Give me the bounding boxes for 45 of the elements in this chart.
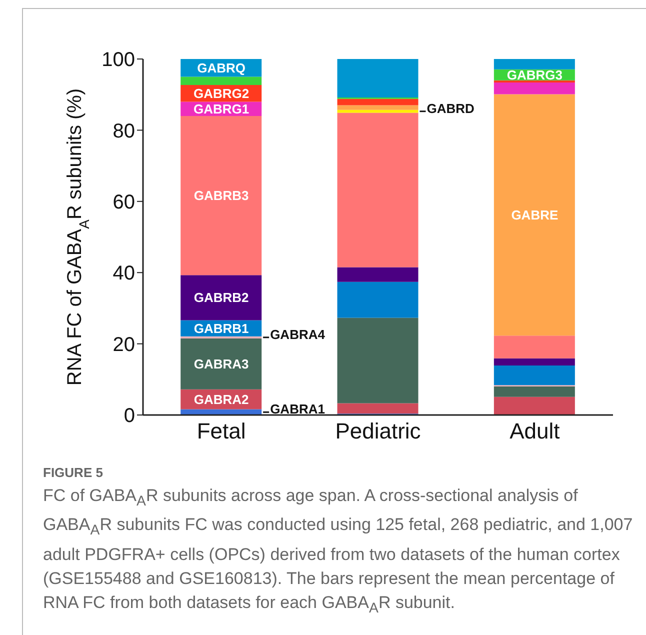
y-tick-label: 60: [112, 192, 135, 214]
bar: [337, 282, 418, 318]
bar: [494, 336, 575, 358]
bar: [494, 82, 575, 94]
series-label: GABRB3: [194, 188, 249, 204]
bar: [180, 76, 262, 85]
caption: FIGURE 5: [43, 465, 104, 480]
y-tick-label: 20: [112, 334, 135, 356]
series-label: GABRA1: [270, 402, 325, 417]
y-tick-label: 40: [112, 262, 135, 285]
bar: [337, 59, 418, 98]
series-label: GABRG3: [506, 67, 562, 82]
series-label: GABRA3: [194, 356, 249, 372]
x-tick-label: Pediatric: [335, 418, 421, 444]
series-label: GABRA2: [194, 392, 249, 407]
series-label: GABRG2: [194, 86, 250, 101]
bar: [494, 386, 575, 397]
y-tick-label: 0: [124, 405, 135, 428]
x-tick-label: Adult: [510, 418, 560, 444]
bar: [180, 275, 262, 320]
bar: [494, 366, 575, 386]
series-label: GABRD: [426, 100, 474, 116]
y-tick-label: 80: [112, 120, 135, 142]
bar: [494, 94, 575, 336]
series-label: GABRB1: [194, 320, 249, 336]
bar: [337, 98, 418, 106]
bar: [337, 403, 418, 414]
bar: [337, 110, 418, 113]
bar: [337, 105, 418, 110]
bar: [494, 358, 575, 366]
series-label: GABRB2: [194, 290, 249, 306]
text: FC of GABA$_{A}$R subunits across age span. A cross-sectional analysis of GABA$_{A}$R subunits FC was conducted using 125 fetal, 268 pediatric, and 1,007 adult PDGFRA+ cells (OPCs) derived from two datasets of the human cortex (GSE155488 and GSE160813). The bars represent the mean percentage of RNA FC from both datasets for each GABA$_{A}$R subunit.: [43, 486, 633, 616]
bar: [180, 116, 262, 276]
bar: [337, 112, 418, 268]
series-label: GABRQ: [197, 60, 246, 76]
bar: [180, 338, 262, 390]
series-label: GABRE: [511, 207, 558, 222]
bar: [337, 318, 418, 404]
series-label: GABRG1: [194, 101, 250, 116]
x-tick-label: Fetal: [196, 418, 246, 444]
bar: [337, 267, 418, 282]
series-label: GABRA4: [270, 326, 326, 342]
bar: [494, 396, 575, 415]
y-tick-label: 100: [102, 49, 135, 72]
bar: [494, 59, 575, 70]
